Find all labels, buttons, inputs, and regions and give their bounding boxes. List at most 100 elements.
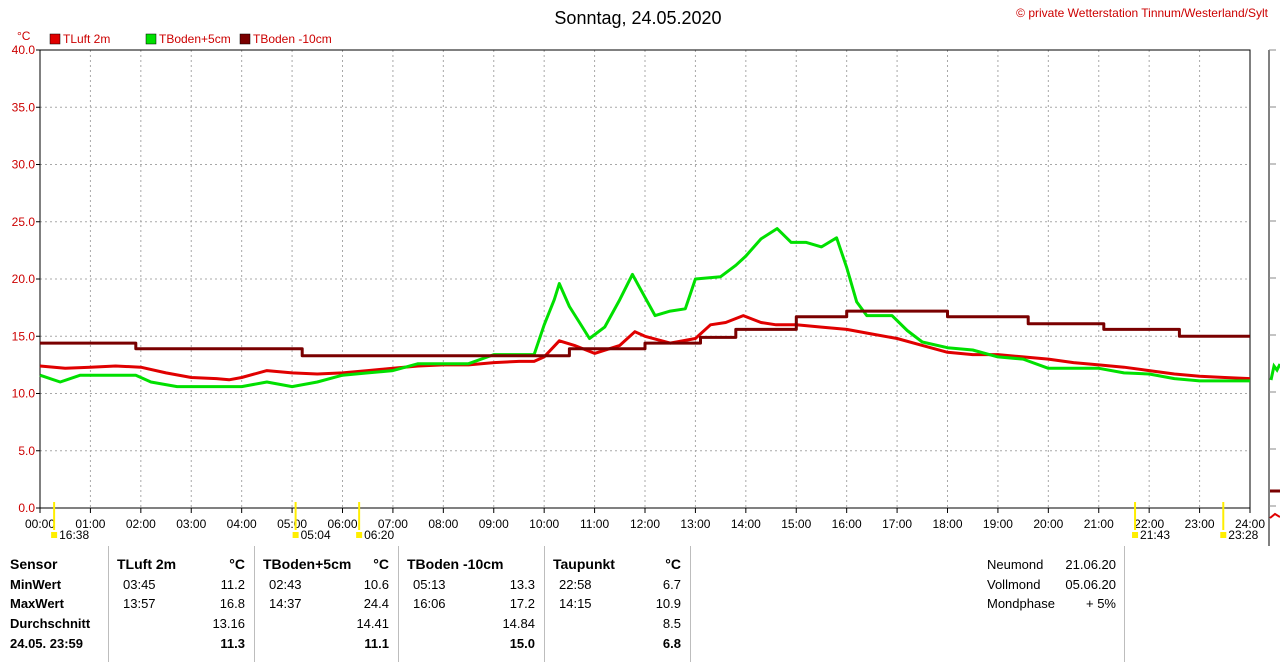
- x-tick-label: 11:00: [580, 517, 609, 531]
- moon-phase-value: + 5%: [1086, 596, 1116, 611]
- tboden10-min: 13.3: [509, 577, 535, 592]
- tboden10-max: 17.2: [509, 596, 535, 611]
- right-strip-red-trace: [1269, 512, 1280, 519]
- legend-swatch: [145, 33, 157, 45]
- sun-marker-label: 06:20: [364, 528, 394, 542]
- y-tick-label: 25.0: [12, 215, 36, 229]
- x-tick-label: 23:00: [1185, 517, 1215, 531]
- legend-swatch: [49, 33, 61, 45]
- x-tick-label: 13:00: [680, 517, 710, 531]
- sun-marker-box: [1132, 532, 1139, 538]
- row-label-min: MinWert: [10, 577, 62, 592]
- y-axis-unit: °C: [17, 29, 31, 43]
- tboden5-header: TBoden+5cm: [263, 556, 352, 572]
- x-tick-label: 09:00: [479, 517, 509, 531]
- spacer-column: [690, 546, 981, 662]
- x-tick-label: 17:00: [882, 517, 912, 531]
- tluft-unit: °C: [229, 556, 245, 572]
- tboden5-max-time: 14:37: [269, 596, 302, 611]
- moon-full-value: 05.06.20: [1065, 577, 1116, 592]
- taupunkt-max-time: 14:15: [559, 596, 592, 611]
- tboden10-header: TBoden -10cm: [407, 556, 504, 572]
- legend-swatch: [239, 33, 251, 45]
- x-tick-label: 02:00: [126, 517, 156, 531]
- chart-grid: [39, 49, 1251, 509]
- tluft-min-time: 03:45: [123, 577, 156, 592]
- x-tick-label: 10:00: [529, 517, 559, 531]
- y-tick-label: 35.0: [12, 100, 36, 114]
- taupunkt-unit: °C: [665, 556, 681, 572]
- taupunkt-min: 6.7: [662, 577, 681, 592]
- y-tick-label: 5.0: [18, 444, 35, 458]
- x-tick-label: 12:00: [630, 517, 660, 531]
- tboden5-unit: °C: [373, 556, 389, 572]
- sun-marker-box: [292, 532, 299, 538]
- x-tick-label: 05:00: [277, 517, 307, 531]
- axis-ticks: 0.0 5.0 10.0 15.0 20.0 25.0 30.0 35.0 40.0 00:00 0…: [12, 43, 1266, 531]
- x-tick-label: 08:00: [428, 517, 458, 531]
- y-tick-label: 10.0: [12, 387, 36, 401]
- y-tick-label: 15.0: [12, 329, 36, 343]
- x-tick-label: 16:00: [832, 517, 862, 531]
- tboden5-min: 10.6: [363, 577, 389, 592]
- x-tick-label: 18:00: [932, 517, 962, 531]
- x-tick-label: 03:00: [176, 517, 206, 531]
- moon-column: Neumond 21.06.20 Vollmond 05.06.20 Mondp…: [980, 546, 1124, 662]
- moon-new-value: 21.06.20: [1065, 557, 1116, 572]
- y-tick-label: 30.0: [12, 158, 36, 172]
- series-line-tboden5: [39, 227, 1250, 389]
- taupunkt-header: Taupunkt: [553, 556, 615, 572]
- x-tick-label: 24:00: [1235, 517, 1265, 531]
- right-scale-strip: [1268, 49, 1280, 546]
- x-tick-label: 21:00: [1084, 517, 1114, 531]
- tboden5-min-time: 02:43: [269, 577, 302, 592]
- tboden5-current: 11.1: [364, 636, 389, 651]
- y-tick-label: 20.0: [12, 272, 36, 286]
- tluft-header: TLuft 2m: [117, 556, 177, 572]
- taupunkt-min-time: 22:58: [559, 577, 592, 592]
- legend-label-tboden5: TBoden+5cm: [159, 32, 231, 46]
- tboden10-current: 15.0: [509, 636, 535, 651]
- row-label-current: 24.05. 23:59: [10, 636, 84, 651]
- x-tick-label: 00:00: [25, 517, 55, 531]
- series-line-tboden10: [40, 309, 1250, 358]
- tluft-avg: 13.16: [212, 616, 245, 631]
- sun-marker-box: [1220, 532, 1227, 538]
- tluft-column: TLuft 2m °C 03:45 11.2 13:57 16.8 13.16 …: [108, 546, 255, 662]
- tluft-max-time: 13:57: [123, 596, 156, 611]
- sun-marker-box: [356, 532, 363, 538]
- chart-title: Sonntag, 24.05.2020: [554, 8, 721, 28]
- sun-marker-label: 23:28: [1228, 528, 1258, 542]
- x-tick-label: 15:00: [781, 517, 811, 531]
- taupunkt-max: 10.9: [655, 596, 681, 611]
- x-tick-label: 06:00: [327, 517, 357, 531]
- sun-marker-box: [51, 532, 58, 538]
- tboden10-column: TBoden -10cm 05:13 13.3 16:06 17.2 14.84…: [398, 546, 545, 662]
- moon-phase-label: Mondphase: [987, 596, 1055, 611]
- tboden5-avg: 14.41: [356, 616, 389, 631]
- sun-markers: 16:38 05:04 06:20 21:43 23:28: [51, 502, 1259, 542]
- tboden10-max-time: 16:06: [413, 596, 446, 611]
- copyright-text: © private Wetterstation Tinnum/Westerlan…: [1016, 6, 1269, 20]
- row-label-max: MaxWert: [10, 596, 64, 611]
- row-label-avg: Durchschnitt: [10, 616, 91, 631]
- x-tick-label: 04:00: [227, 517, 257, 531]
- tboden10-avg: 14.84: [502, 616, 535, 631]
- series-line-tluft: [39, 314, 1251, 382]
- right-empty-column: [1124, 546, 1279, 662]
- tluft-min: 11.2: [220, 577, 245, 592]
- sun-marker-label: 21:43: [1140, 528, 1170, 542]
- legend-label-tboden10: TBoden -10cm: [253, 32, 332, 46]
- tluft-current: 11.3: [220, 636, 245, 651]
- x-tick-label: 22:00: [1134, 517, 1164, 531]
- legend: TLuft 2m TBoden+5cm TBoden -10cm: [49, 32, 332, 46]
- right-strip-green-trace: [1269, 362, 1280, 381]
- sensor-column: Sensor MinWert MaxWert Durchschnitt 24.0…: [0, 546, 108, 662]
- x-tick-label: 01:00: [75, 517, 105, 531]
- y-tick-label: 40.0: [12, 43, 36, 57]
- taupunkt-current: 6.8: [662, 636, 681, 651]
- tluft-max: 16.8: [219, 596, 245, 611]
- legend-label-tluft: TLuft 2m: [63, 32, 110, 46]
- chart-series: [39, 227, 1251, 389]
- moon-new-label: Neumond: [987, 557, 1044, 572]
